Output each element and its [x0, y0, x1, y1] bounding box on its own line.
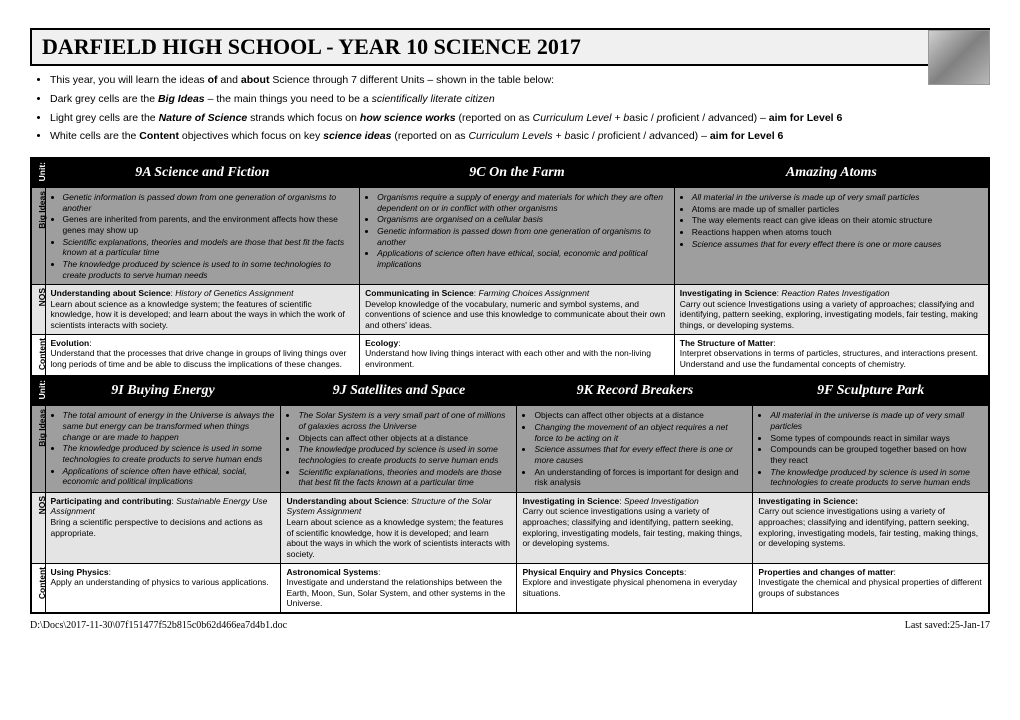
header-photo	[928, 30, 990, 85]
unit-9f: 9F Sculpture Park	[753, 376, 989, 405]
unit-9i: 9I Buying Energy	[45, 376, 281, 405]
page-title: DARFIELD HIGH SCHOOL - YEAR 10 SCIENCE 2…	[30, 28, 990, 66]
unit-9j: 9J Satellites and Space	[281, 376, 517, 405]
unit-9c: 9C On the Farm	[360, 158, 675, 187]
intro-bullets: This year, you will learn the ideas of a…	[50, 72, 990, 145]
page-footer: D:\Docs\2017-11-30\07f151477f52b815c0b62…	[30, 620, 990, 631]
curriculum-table: Unit: 9A Science and Fiction 9C On the F…	[30, 157, 990, 614]
unit-9a: 9A Science and Fiction	[45, 158, 360, 187]
unit-atoms: Amazing Atoms	[674, 158, 989, 187]
unit-9k: 9K Record Breakers	[517, 376, 753, 405]
